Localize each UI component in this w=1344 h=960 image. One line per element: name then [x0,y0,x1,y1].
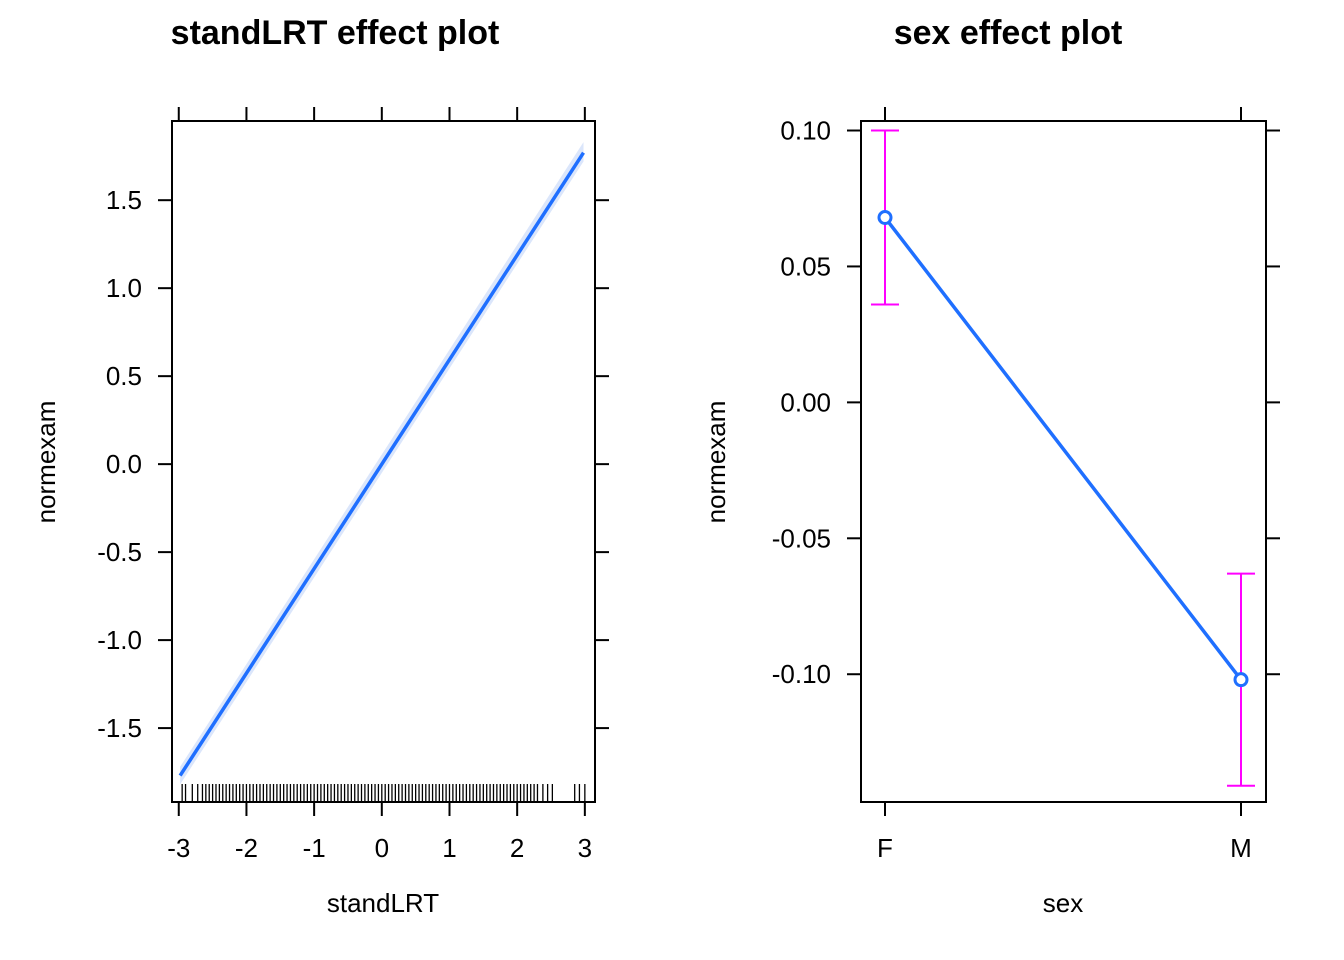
y-tick-label: -0.05 [772,523,831,553]
effect-point [1233,672,1249,688]
standlrt-y-ticks: -1.5 -1.0 -0.5 0.0 0.5 1.0 1.5 [97,185,609,743]
y-tick-label: 0.00 [780,387,831,417]
y-tick-label: -0.10 [772,659,831,689]
sex-y-ticks: -0.10 -0.05 0.00 0.05 0.10 [772,116,1280,689]
y-tick-label: -1.0 [97,625,142,655]
x-tick-label: 1 [442,833,456,863]
standlrt-fit-line [178,151,585,777]
standlrt-effect-panel: standLRT effect plot -3 -2 -1 0 1 2 3 -1.5 -1.0… [31,14,609,918]
y-tick-label: 0.05 [780,251,831,281]
y-tick-label: -0.5 [97,537,142,567]
x-tick-label: 2 [510,833,524,863]
standlrt-plot-title: standLRT effect plot [171,14,500,52]
y-tick-label: 1.5 [106,185,142,215]
sex-error-bars [871,129,1255,787]
x-tick-label: -2 [235,833,258,863]
standlrt-x-axis-label: standLRT [327,888,439,918]
standlrt-x-ticks: -3 -2 -1 0 1 2 3 [167,107,592,863]
y-tick-label: 0.5 [106,361,142,391]
effect-point [877,210,893,226]
standlrt-rug [181,784,586,802]
x-tick-label: F [877,833,893,863]
sex-x-axis-label: sex [1043,888,1083,918]
x-tick-label: M [1230,833,1252,863]
x-tick-label: -1 [303,833,326,863]
y-tick-label: 1.0 [106,273,142,303]
x-tick-label: 3 [578,833,592,863]
sex-effect-points [877,210,1249,688]
y-tick-label: -1.5 [97,713,142,743]
sex-effect-line [883,216,1243,681]
y-tick-label: 0.0 [106,449,142,479]
sex-plot-title: sex effect plot [894,14,1123,52]
x-tick-label: 0 [375,833,389,863]
x-tick-label: -3 [167,833,190,863]
sex-plot-frame [860,120,1267,803]
sex-y-axis-label: normexam [701,401,731,524]
y-tick-label: 0.10 [780,116,831,146]
standlrt-plot-frame [171,120,596,803]
standlrt-y-axis-label: normexam [31,401,61,524]
